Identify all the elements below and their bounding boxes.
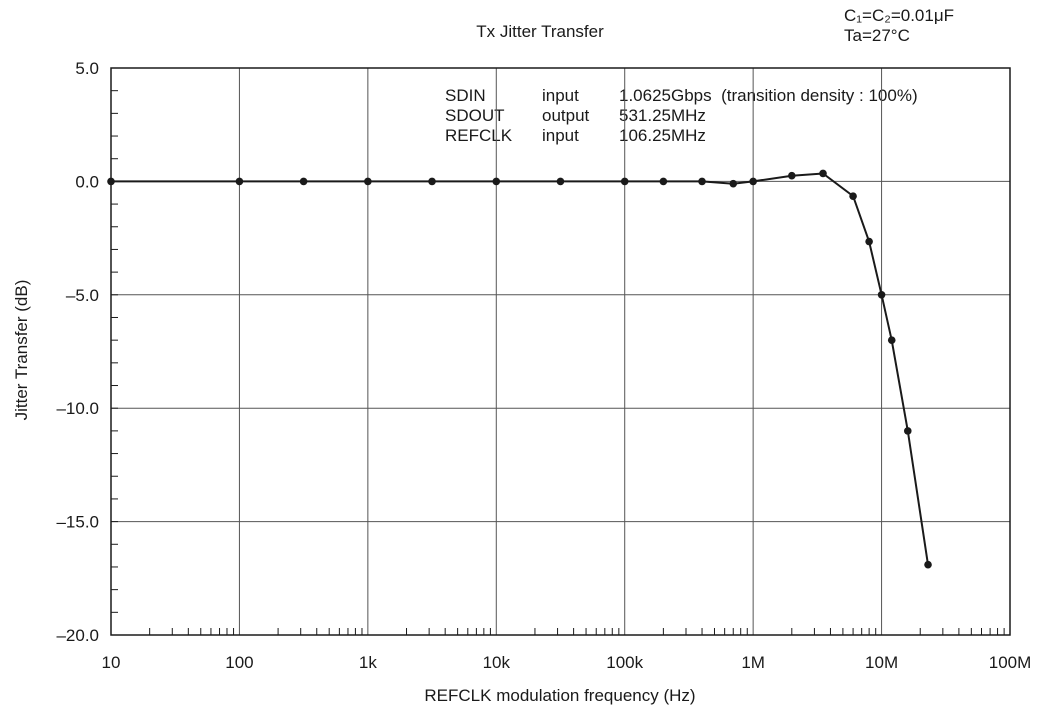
y-tick-label: 5.0 <box>75 59 99 78</box>
annotation-signal: SDOUT <box>445 106 505 125</box>
data-point <box>659 177 668 186</box>
data-point <box>107 177 115 186</box>
annotation-value: 531.25MHz <box>619 106 706 125</box>
y-tick-label: 0.0 <box>75 172 99 191</box>
chart-title: Tx Jitter Transfer <box>476 22 604 41</box>
annotation-row-sdin: SDIN input 1.0625Gbps (transition density … <box>445 86 918 106</box>
data-point <box>749 177 757 186</box>
series-line <box>111 172 929 565</box>
condition-capacitance: C₁=C₂=0.01μF <box>844 6 955 25</box>
annotation-direction: input <box>542 86 579 105</box>
annotation-row-refclk: REFCLK input 106.25MHz <box>445 126 918 146</box>
annotation-signal: SDIN <box>445 86 486 105</box>
annotation-value: 106.25MHz <box>619 126 706 145</box>
x-tick-label: 10M <box>865 653 898 672</box>
data-point <box>428 177 436 186</box>
annotation-direction: input <box>542 126 579 145</box>
data-point <box>849 192 857 200</box>
x-tick-label: 100k <box>606 653 643 672</box>
annotation-row-sdout: SDOUT output 531.25MHz <box>445 106 918 126</box>
annotation-signal: REFCLK <box>445 126 513 145</box>
y-tick-label: –10.0 <box>56 399 99 418</box>
x-tick-label: 10k <box>483 653 511 672</box>
test-conditions: C₁=C₂=0.01μF Ta=27°C <box>844 6 954 46</box>
annotation-value: 1.0625Gbps (transition density : 100%) <box>619 86 918 105</box>
data-point <box>556 177 565 186</box>
x-tick-label: 100M <box>989 653 1032 672</box>
y-tick-label: –15.0 <box>56 513 99 532</box>
y-tick-label: –20.0 <box>56 626 99 645</box>
data-point <box>819 169 827 178</box>
condition-temperature: Ta=27°C <box>844 26 910 45</box>
data-point <box>492 177 501 186</box>
y-tick-label: –5.0 <box>66 286 99 305</box>
x-tick-label: 10 <box>102 653 121 672</box>
data-point <box>924 560 932 569</box>
data-point <box>235 177 244 186</box>
x-axis-label: REFCLK modulation frequency (Hz) <box>424 686 696 705</box>
x-tick-label: 1M <box>741 653 765 672</box>
data-point <box>887 336 896 344</box>
data-point <box>877 291 886 299</box>
data-point <box>299 177 308 186</box>
annotation-direction: output <box>542 106 590 125</box>
data-point <box>364 177 372 186</box>
data-point <box>698 177 706 186</box>
signal-annotation: SDIN input 1.0625Gbps (transition density … <box>445 86 918 146</box>
data-point <box>903 427 912 435</box>
data-point <box>729 179 738 188</box>
data-point <box>865 237 873 246</box>
x-tick-label: 100 <box>225 653 253 672</box>
plot-frame <box>110 67 1011 636</box>
x-tick-label: 1k <box>359 653 377 672</box>
data-point <box>788 171 796 180</box>
data-point <box>620 177 629 186</box>
